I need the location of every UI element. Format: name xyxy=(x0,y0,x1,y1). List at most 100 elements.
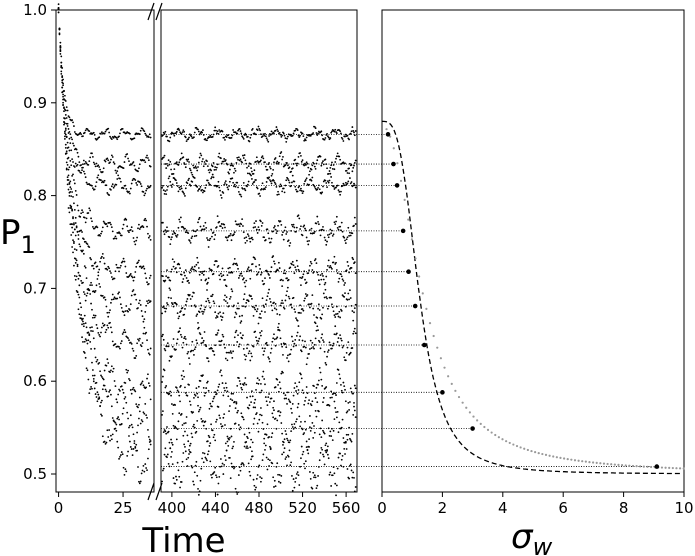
data-point xyxy=(253,222,256,224)
data-point xyxy=(237,377,240,379)
data-point xyxy=(80,314,83,316)
data-point xyxy=(220,465,223,468)
data-point xyxy=(162,467,165,470)
data-point xyxy=(216,316,219,318)
data-point xyxy=(129,303,132,306)
data-point xyxy=(72,217,74,220)
data-point xyxy=(219,278,221,281)
data-point xyxy=(264,396,267,398)
data-point xyxy=(318,229,321,232)
data-point xyxy=(237,334,239,337)
data-point xyxy=(131,276,134,279)
data-point xyxy=(325,386,328,388)
simulation-point xyxy=(678,467,682,470)
data-point xyxy=(310,179,313,182)
data-point xyxy=(312,437,315,439)
data-point xyxy=(146,225,148,228)
data-point xyxy=(309,339,312,342)
data-point xyxy=(170,441,173,444)
data-point xyxy=(307,452,310,455)
time-series-3 xyxy=(57,7,357,199)
data-point xyxy=(116,297,119,300)
data-point xyxy=(201,457,204,460)
data-point xyxy=(136,342,139,345)
data-point xyxy=(326,132,328,135)
data-point xyxy=(141,380,144,383)
data-point xyxy=(99,335,101,338)
data-point xyxy=(212,436,215,439)
data-point xyxy=(269,351,272,354)
data-point xyxy=(229,296,232,298)
data-point xyxy=(267,292,270,294)
data-point xyxy=(264,311,266,313)
data-point xyxy=(165,231,168,233)
data-point xyxy=(228,405,231,407)
data-point xyxy=(64,152,67,155)
data-point xyxy=(341,278,344,281)
data-point xyxy=(162,375,164,378)
data-point xyxy=(118,231,120,234)
data-point xyxy=(292,264,295,267)
data-point xyxy=(119,264,122,267)
data-point xyxy=(97,274,100,277)
data-point xyxy=(341,346,344,349)
data-point xyxy=(325,243,328,246)
data-point xyxy=(78,243,81,246)
data-point xyxy=(101,322,104,325)
data-point xyxy=(246,183,249,186)
data-point xyxy=(143,130,146,133)
data-point xyxy=(348,477,351,480)
data-point xyxy=(213,129,216,132)
data-point xyxy=(148,438,151,441)
data-point xyxy=(264,132,266,135)
data-point xyxy=(316,215,319,218)
data-point xyxy=(320,336,323,339)
data-point xyxy=(231,134,234,137)
data-point xyxy=(233,183,236,186)
data-point xyxy=(175,235,178,238)
data-point xyxy=(197,218,200,221)
data-point xyxy=(343,447,346,450)
data-point xyxy=(286,286,289,289)
data-point xyxy=(225,296,228,299)
simulation-point xyxy=(660,466,664,469)
data-point xyxy=(259,129,261,132)
data-point xyxy=(328,473,331,476)
data-point xyxy=(349,401,351,403)
data-point xyxy=(324,179,327,182)
data-point xyxy=(295,259,298,262)
data-point xyxy=(224,159,227,161)
data-point xyxy=(188,161,190,163)
data-point xyxy=(142,332,145,335)
data-point xyxy=(279,183,282,186)
data-point xyxy=(261,280,264,282)
simulation-point xyxy=(591,461,595,464)
data-point xyxy=(294,311,297,313)
data-point xyxy=(268,135,270,137)
data-point xyxy=(87,378,90,381)
data-point xyxy=(339,452,342,455)
data-point xyxy=(300,420,302,423)
data-point xyxy=(321,191,324,194)
data-point xyxy=(128,379,131,382)
data-point xyxy=(204,392,207,394)
data-point xyxy=(96,226,99,229)
data-point xyxy=(146,416,148,419)
data-point xyxy=(77,293,80,296)
simulation-point xyxy=(577,459,580,462)
data-point xyxy=(274,183,277,185)
data-point xyxy=(276,313,279,315)
data-point xyxy=(309,477,312,480)
data-point xyxy=(83,352,86,354)
data-point xyxy=(269,167,272,170)
data-point xyxy=(187,138,190,141)
data-point xyxy=(344,133,347,136)
data-point xyxy=(249,136,252,139)
data-point xyxy=(77,271,80,274)
data-point xyxy=(218,340,221,343)
data-point xyxy=(197,487,199,490)
data-point xyxy=(131,347,134,350)
data-point xyxy=(324,449,327,452)
data-point xyxy=(68,191,71,194)
data-point xyxy=(191,466,194,469)
